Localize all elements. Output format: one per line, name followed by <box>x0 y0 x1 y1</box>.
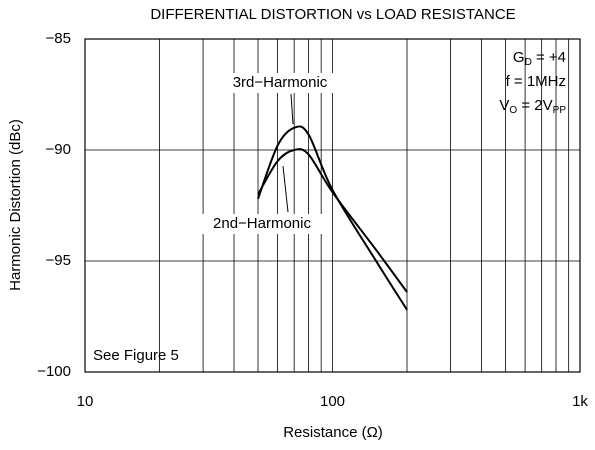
x-axis-label: Resistance (Ω) <box>283 424 383 441</box>
condition-text: VO = 2VPP <box>499 97 566 116</box>
condition-part: O <box>509 105 517 116</box>
y-tick-label: −95 <box>46 252 71 269</box>
series-line <box>257 148 408 293</box>
condition-part: D <box>525 57 532 68</box>
condition-part: PP <box>553 105 567 116</box>
series-line <box>257 125 408 311</box>
annotation-arrow <box>290 93 294 125</box>
condition-part: V <box>499 97 509 114</box>
plot-frame <box>84 38 581 373</box>
label-bg <box>218 73 342 93</box>
chart-title: DIFFERENTIAL DISTORTION vs LOAD RESISTAN… <box>150 6 515 23</box>
y-axis-label: Harmonic Distortion (dBc) <box>7 119 24 291</box>
condition-text: f = 1MHz <box>506 73 566 90</box>
condition-part: G <box>513 49 525 66</box>
x-tick-label: 1k <box>572 393 588 410</box>
x-tick-label: 10 <box>77 393 94 410</box>
series-label: 2nd−Harmonic <box>213 215 311 232</box>
condition-text: GD = +4 <box>513 49 566 68</box>
note: See Figure 5 <box>93 347 179 364</box>
condition-part: f = 1MHz <box>506 73 566 90</box>
y-tick-label: −90 <box>46 141 71 158</box>
y-tick-label: −100 <box>37 363 71 380</box>
series-label: 3rd−Harmonic <box>233 74 328 91</box>
label-bg <box>200 214 324 234</box>
condition-part: = 2V <box>517 97 552 114</box>
annotation-arrow <box>282 165 289 213</box>
y-tick-label: −85 <box>46 30 71 47</box>
condition-part: = +4 <box>532 49 566 66</box>
x-tick-label: 100 <box>320 393 345 410</box>
